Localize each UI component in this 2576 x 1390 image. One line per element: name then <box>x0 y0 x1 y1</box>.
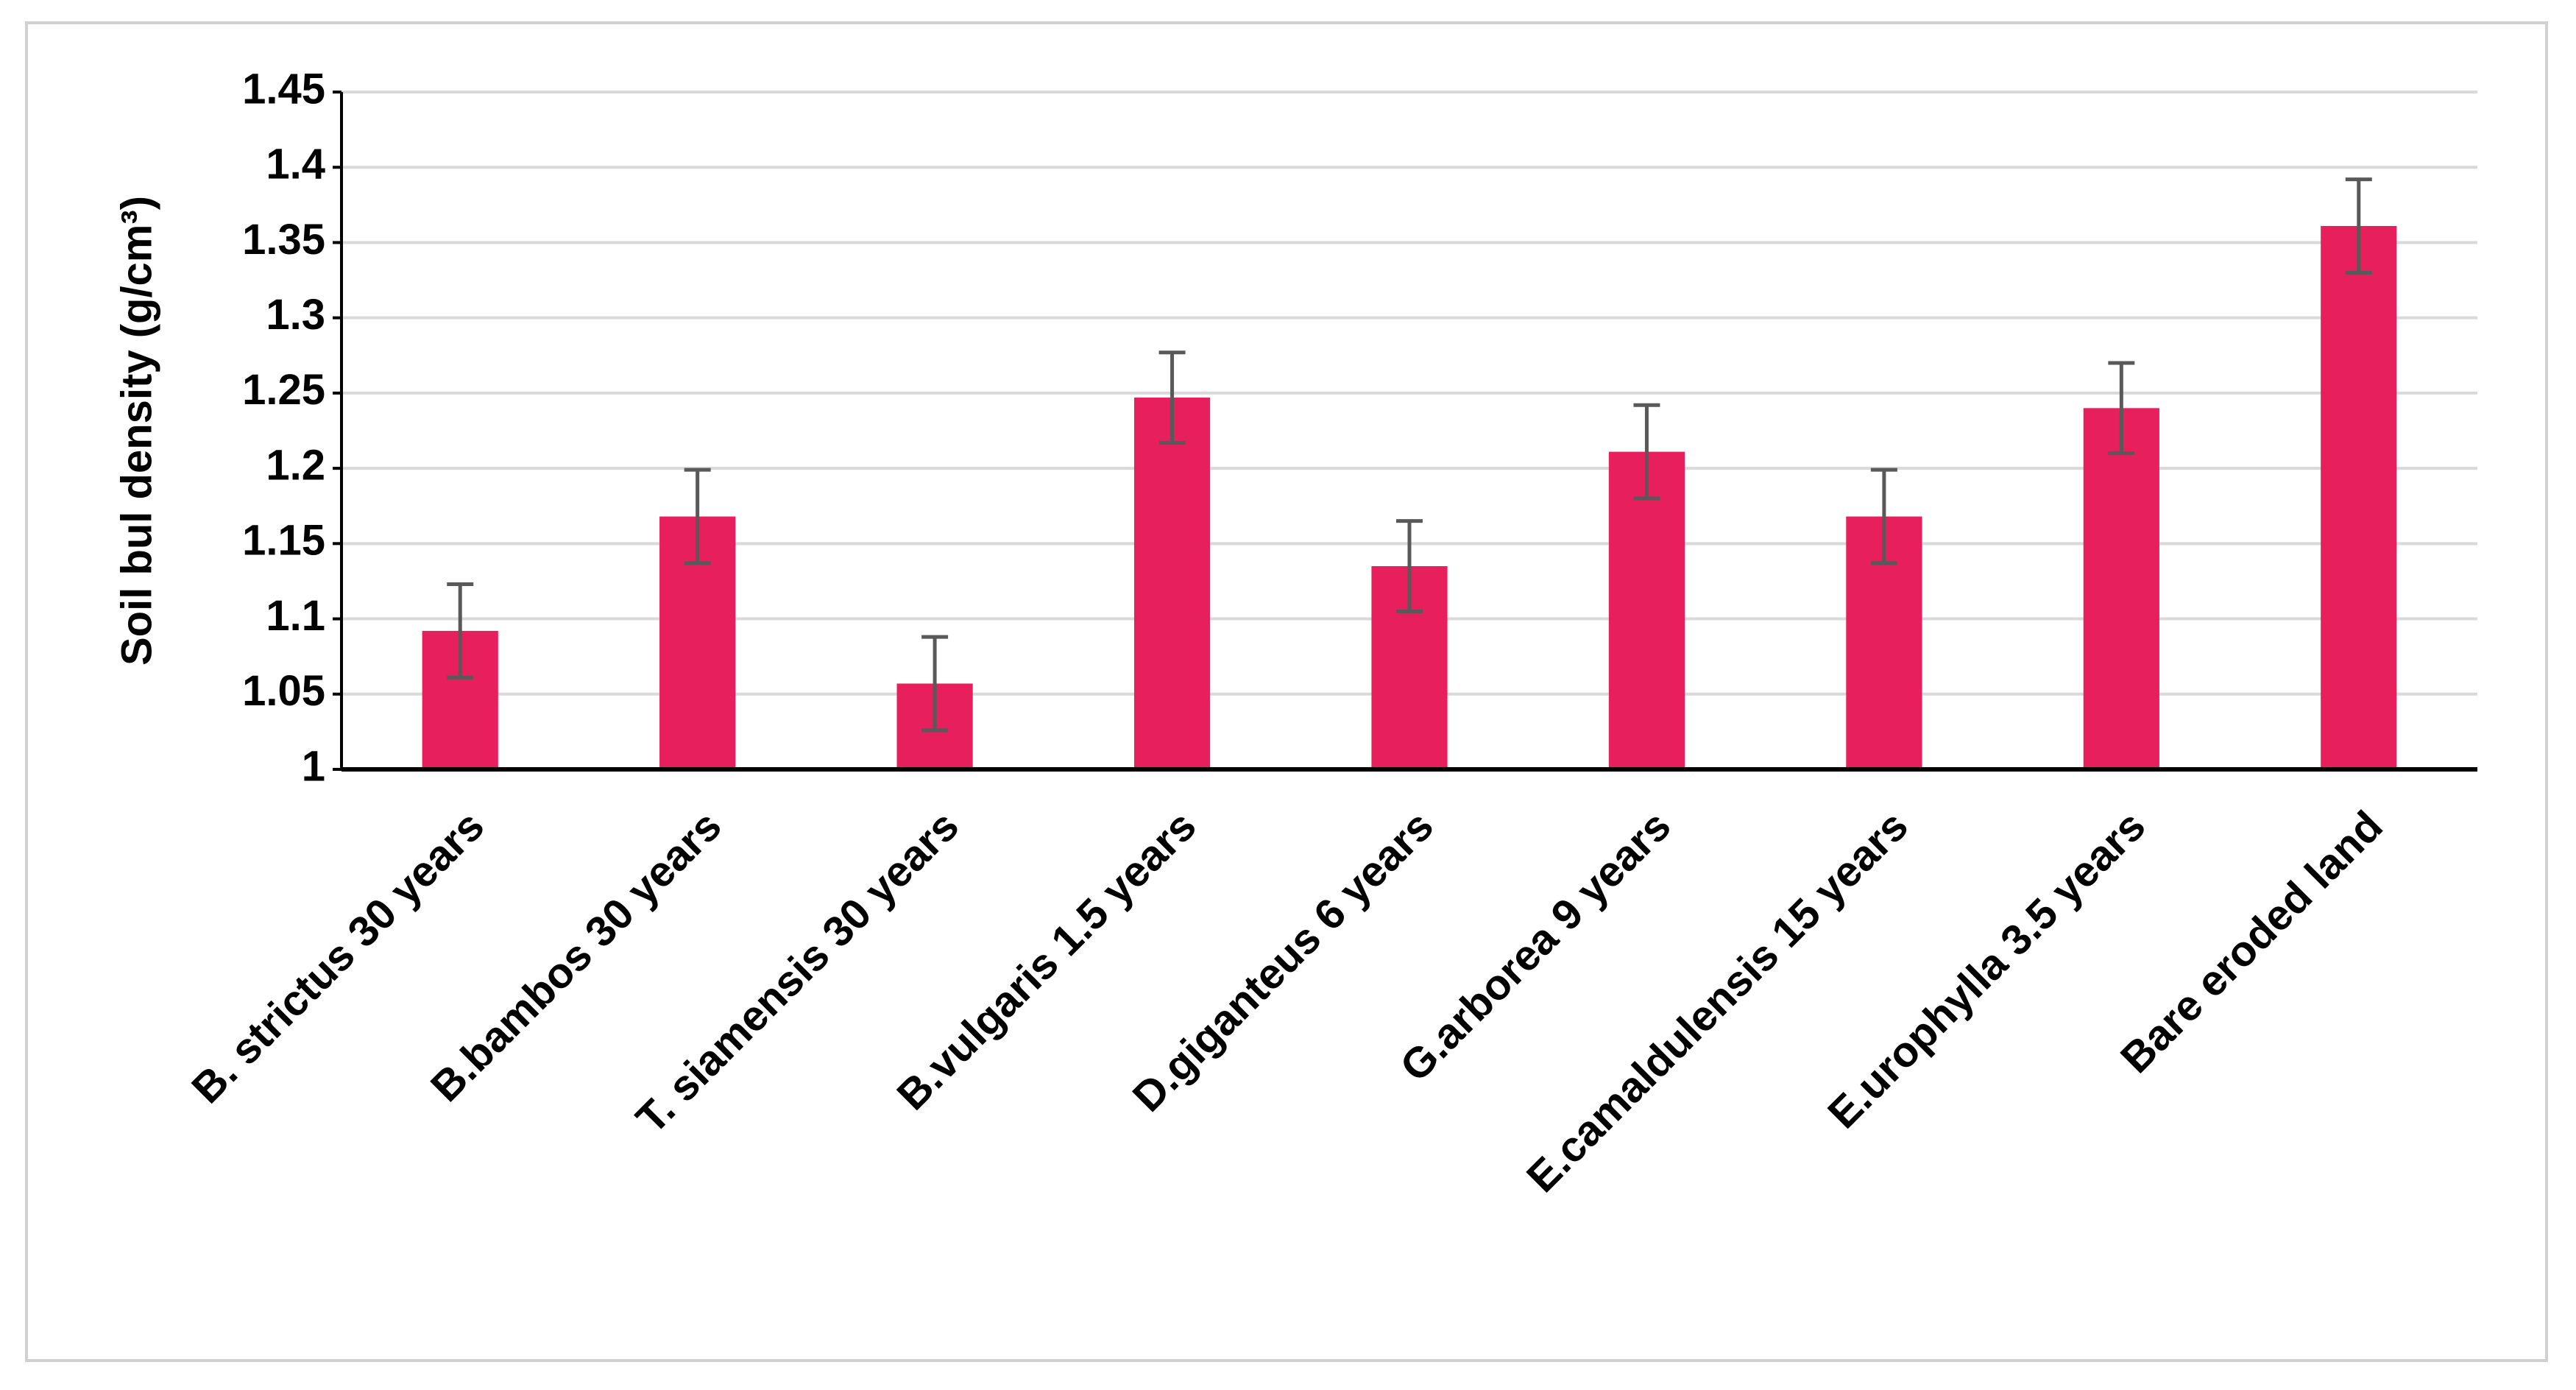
y-tick-label: 1 <box>302 742 325 790</box>
y-tick-label: 1.25 <box>242 366 325 414</box>
y-tick-label: 1.45 <box>242 65 325 113</box>
bar <box>2083 408 2159 769</box>
y-axis-label: Soil bul density (g/cm³) <box>113 196 160 666</box>
y-tick-label: 1.2 <box>266 441 325 489</box>
y-tick-label: 1.4 <box>266 141 325 188</box>
chart-border <box>25 21 2548 1362</box>
y-tick-label: 1.05 <box>242 667 325 715</box>
bar <box>1133 398 1211 769</box>
y-tick-label: 1.1 <box>266 592 325 640</box>
y-tick-label: 1.3 <box>266 291 325 339</box>
y-tick-label: 1.15 <box>242 517 325 565</box>
bar <box>2321 225 2397 769</box>
y-tick-label: 1.35 <box>242 216 325 264</box>
bar <box>1608 451 1685 769</box>
